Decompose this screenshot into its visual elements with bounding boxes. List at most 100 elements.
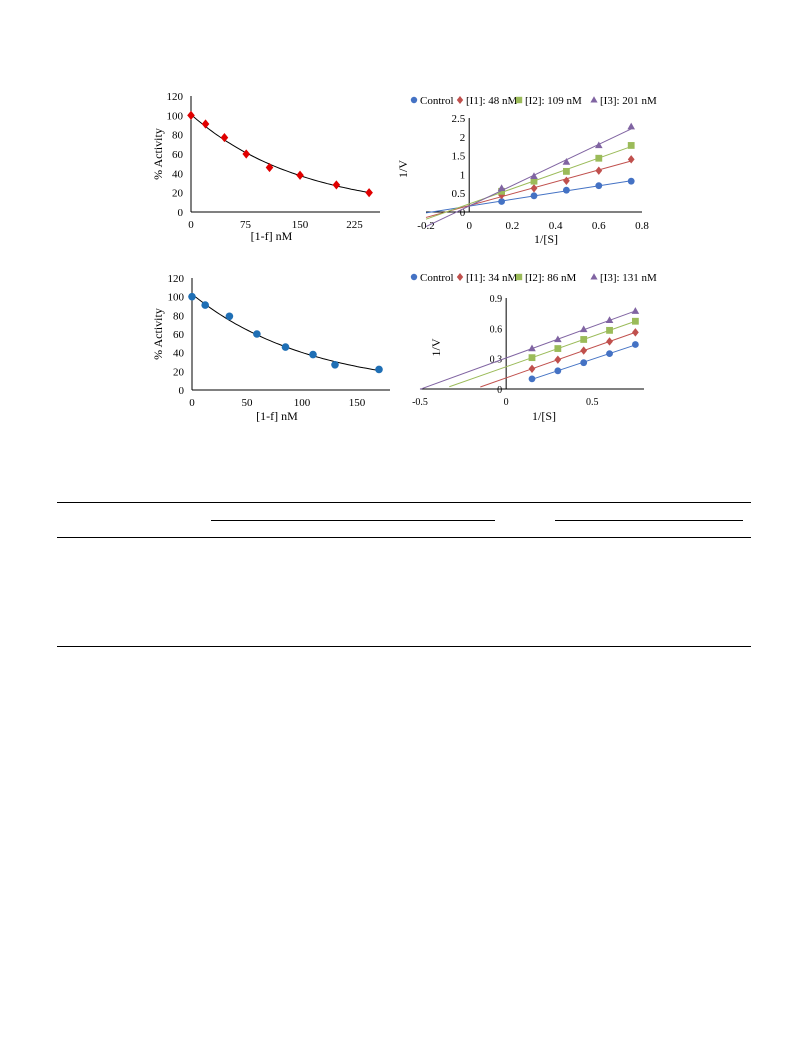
y-tick-label: 0 bbox=[179, 385, 185, 397]
series-point bbox=[497, 184, 506, 192]
data-point bbox=[296, 170, 304, 180]
y-tick-label: 40 bbox=[172, 168, 184, 180]
legend-label: [I3]: 131 nM bbox=[600, 272, 657, 284]
x-tick-label: 0 bbox=[189, 397, 195, 409]
fit-curve bbox=[191, 293, 380, 371]
x-tick-label: 0 bbox=[188, 219, 194, 231]
series-point bbox=[580, 359, 588, 367]
table-col-rule-6 bbox=[620, 537, 682, 538]
y-tick-label: 120 bbox=[167, 91, 184, 103]
series-point bbox=[595, 141, 603, 149]
data-point bbox=[331, 361, 339, 369]
data-point bbox=[201, 119, 210, 129]
y-tick-label: 0 bbox=[497, 385, 502, 396]
table-group-rule-left bbox=[211, 520, 495, 521]
data-point bbox=[365, 188, 373, 198]
y-axis-title: % Activity bbox=[151, 308, 165, 360]
series-point bbox=[528, 344, 536, 352]
series-point bbox=[554, 355, 562, 364]
x-axis-title: [1-f] nM bbox=[256, 409, 298, 423]
data-point bbox=[201, 301, 209, 309]
series-point bbox=[530, 192, 538, 200]
x-tick-label: 0 bbox=[466, 220, 472, 232]
table-col-rule-4 bbox=[409, 537, 471, 538]
data-point bbox=[375, 365, 383, 374]
y-tick-label: 0.9 bbox=[490, 294, 503, 305]
data-point bbox=[253, 330, 261, 338]
series-point bbox=[606, 326, 613, 334]
legend-marker bbox=[410, 273, 418, 281]
series-point bbox=[627, 177, 635, 185]
series-point bbox=[528, 354, 536, 362]
series-point bbox=[627, 155, 635, 164]
legend-label: Control bbox=[420, 272, 454, 284]
y-tick-label: 60 bbox=[173, 329, 185, 341]
series-point bbox=[605, 316, 614, 323]
series-point bbox=[563, 176, 570, 185]
table-col-rule-1 bbox=[150, 537, 210, 538]
series-point bbox=[631, 317, 639, 325]
y-axis-title: 1/V bbox=[396, 160, 410, 178]
table-col-rule-5 bbox=[494, 537, 556, 538]
legend-label: Control bbox=[420, 95, 454, 107]
series-fit-line bbox=[449, 320, 636, 388]
x-axis-title: 1/[S] bbox=[532, 409, 556, 423]
table-bottom-rule bbox=[57, 646, 751, 647]
x-tick-label: 0.8 bbox=[635, 220, 649, 232]
series-point bbox=[563, 186, 570, 194]
table-col-rule-3 bbox=[322, 537, 384, 538]
y-tick-label: 2.5 bbox=[451, 113, 465, 125]
data-point bbox=[220, 132, 229, 143]
series-point bbox=[498, 187, 505, 195]
series-point bbox=[530, 177, 538, 185]
series-point bbox=[562, 157, 571, 165]
data-point bbox=[225, 312, 234, 321]
x-axis-title: 1/[S] bbox=[534, 232, 558, 246]
series-point bbox=[580, 336, 588, 343]
series-point bbox=[498, 198, 505, 205]
legend-marker bbox=[410, 96, 418, 104]
series-point bbox=[627, 142, 635, 149]
y-tick-label: 120 bbox=[168, 273, 185, 285]
x-tick-label: 0.2 bbox=[506, 220, 520, 232]
y-tick-label: 80 bbox=[173, 310, 185, 322]
chart-1: 0 20 40 60 80 100 120 0 75 150 225 [1-f] nM % Activi… bbox=[151, 91, 380, 243]
y-tick-label: 80 bbox=[172, 130, 184, 142]
series-point bbox=[579, 325, 588, 333]
legend-label: [I2]: 86 nM bbox=[525, 272, 577, 284]
table-top-rule bbox=[57, 502, 751, 503]
x-tick-label: 150 bbox=[292, 219, 309, 231]
table-header-rule bbox=[57, 537, 751, 538]
y-tick-label: 60 bbox=[172, 149, 184, 161]
y-tick-label: 0 bbox=[178, 207, 184, 219]
series-point bbox=[528, 375, 536, 383]
legend-marker bbox=[515, 273, 523, 281]
legend-marker bbox=[456, 273, 464, 281]
x-tick-label: 0 bbox=[504, 397, 509, 408]
y-tick-label: 40 bbox=[173, 348, 185, 360]
series-point bbox=[580, 346, 588, 355]
series-point bbox=[627, 122, 635, 130]
series-point bbox=[554, 367, 562, 375]
series-point bbox=[595, 182, 603, 190]
y-tick-label: 100 bbox=[168, 292, 185, 304]
series-point bbox=[554, 345, 562, 352]
y-tick-label: 0.6 bbox=[490, 324, 503, 335]
series-point bbox=[631, 307, 640, 314]
data-point bbox=[332, 180, 341, 190]
table-group-rule-right bbox=[555, 520, 743, 521]
y-axis-title: % Activity bbox=[151, 128, 165, 180]
series-point bbox=[554, 335, 562, 343]
x-tick-label: 75 bbox=[240, 219, 252, 231]
x-tick-label: 0.5 bbox=[586, 397, 599, 408]
x-tick-label: 225 bbox=[346, 219, 363, 231]
series-point bbox=[563, 167, 570, 175]
legend-label: [I1]: 34 nM bbox=[466, 272, 518, 284]
y-tick-label: 0 bbox=[460, 207, 466, 219]
data-point bbox=[265, 162, 274, 173]
series-point bbox=[606, 350, 613, 358]
x-tick-label: 150 bbox=[349, 397, 366, 409]
x-tick-label: 100 bbox=[294, 397, 311, 409]
series-point bbox=[530, 172, 538, 179]
series-point bbox=[631, 328, 639, 337]
